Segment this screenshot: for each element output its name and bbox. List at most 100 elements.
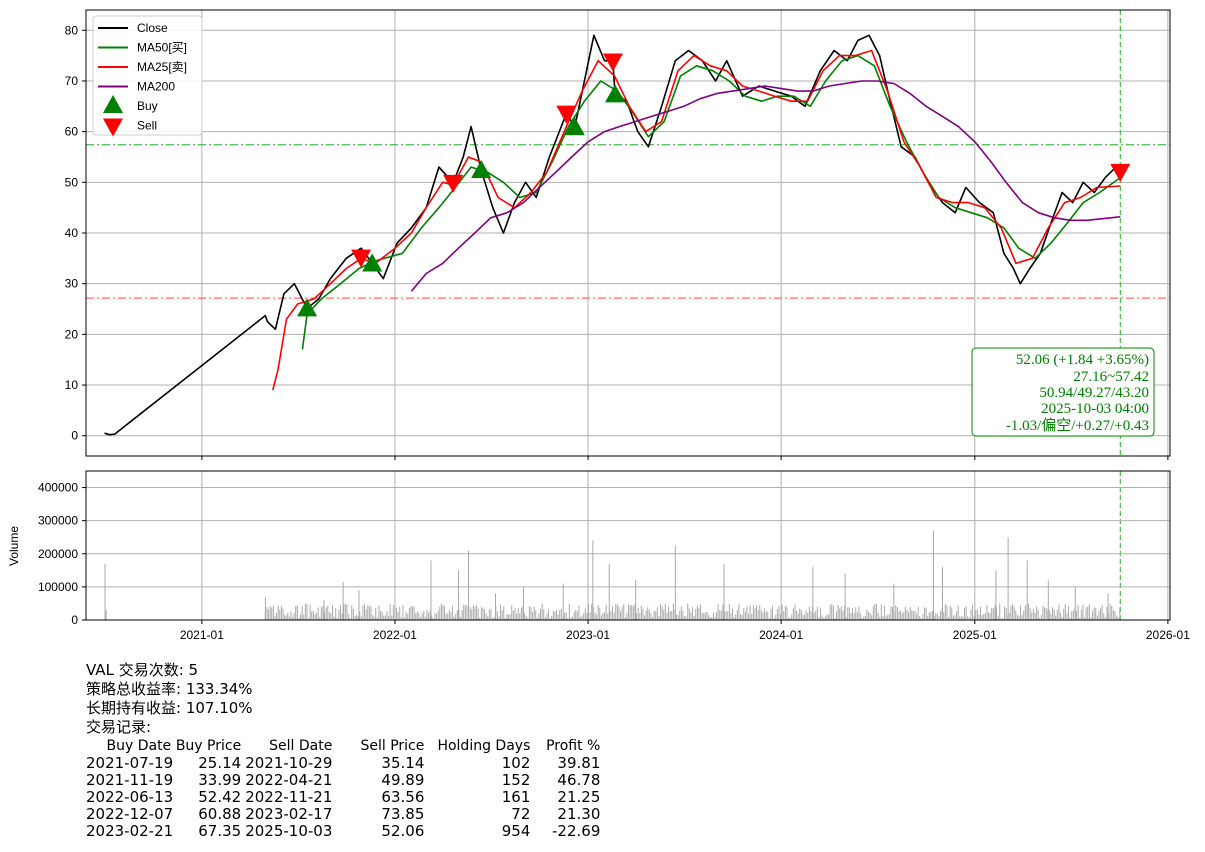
trade-cell: 39.81 xyxy=(557,754,601,772)
trade-cell: 2023-02-21 xyxy=(86,822,174,840)
price-panel: 0 10 20 30 40 50 60 70 80 Close MA50[买] MA25[卖] MA2… xyxy=(65,9,1171,460)
header-holding-days: Holding Days xyxy=(437,738,531,754)
trade-cell: 52.42 xyxy=(198,788,242,806)
legend-label: MA25[卖] xyxy=(137,60,187,74)
trade-row: 2023-02-21 67.35 2025-10-03 52.06 954 -22.69 xyxy=(86,823,600,840)
x-tick-label: 2022-01 xyxy=(373,628,417,642)
info-price: 52.06 (+1.84 +3.65%) xyxy=(1016,352,1149,368)
trade-row: 2022-06-13 52.42 2022-11-21 63.56 161 21.25 xyxy=(86,789,600,806)
y-tick-label: 80 xyxy=(65,23,79,37)
trade-cell: 2022-06-13 xyxy=(86,788,174,806)
trade-cell: 35.14 xyxy=(381,754,425,772)
trade-cell: 2021-07-19 xyxy=(86,754,174,772)
header-buy-date: Buy Date xyxy=(106,738,172,754)
buy-hold-return: 长期持有收益: 107.10% xyxy=(86,699,253,717)
buy-marker xyxy=(564,117,585,136)
trade-cell: 67.35 xyxy=(198,822,242,840)
header-sell-date: Sell Date xyxy=(269,738,333,754)
volume-tick-label: 300000 xyxy=(38,514,78,528)
trade-cell: 63.56 xyxy=(381,788,425,806)
trade-cell: 46.78 xyxy=(557,771,601,789)
volume-tick-label: 200000 xyxy=(38,547,78,561)
legend-label: Close xyxy=(137,21,168,35)
legend-label: MA200 xyxy=(137,80,175,94)
sell-marker xyxy=(556,105,577,124)
trade-cell: 2023-02-17 xyxy=(245,805,333,823)
y-tick-label: 60 xyxy=(65,125,79,139)
legend-label: Sell xyxy=(137,119,157,133)
volume-axis-label: Volume xyxy=(7,526,21,566)
trade-cell: 152 xyxy=(501,771,531,789)
sell-marker xyxy=(443,174,464,193)
trade-cell: 72 xyxy=(511,805,531,823)
x-tick-label: 2023-01 xyxy=(566,628,610,642)
trade-cell: 21.30 xyxy=(557,805,601,823)
info-datetime: 2025-10-03 04:00 xyxy=(1041,401,1149,417)
x-tick-label: 2021-01 xyxy=(180,628,224,642)
trade-cell: 2025-10-03 xyxy=(245,822,333,840)
trade-cell: 73.85 xyxy=(381,805,425,823)
series-line-ma200 xyxy=(410,80,1121,292)
stock-chart: 0 10 20 30 40 50 60 70 80 Close MA50[买] MA25[卖] MA2… xyxy=(7,9,1191,642)
trade-cell: 161 xyxy=(501,788,531,806)
legend-label: Buy xyxy=(137,99,158,113)
trade-cell: 52.06 xyxy=(381,822,425,840)
trade-cell: 21.25 xyxy=(557,788,601,806)
sell-marker xyxy=(602,53,623,72)
info-signal: -1.03/偏空/+0.27/+0.43 xyxy=(1006,417,1149,434)
trade-cell: 2021-11-19 xyxy=(86,771,174,789)
info-range: 27.16~57.42 xyxy=(1073,369,1149,385)
trade-cell: 2022-11-21 xyxy=(245,788,333,806)
trade-cell: 2021-10-29 xyxy=(245,754,333,772)
volume-tick-label: 100000 xyxy=(38,580,78,594)
legend-sell-marker xyxy=(103,118,123,137)
trade-cell: 60.88 xyxy=(198,805,242,823)
header-buy-price: Buy Price xyxy=(175,738,242,754)
trade-cell: 33.99 xyxy=(198,771,242,789)
y-tick-label: 50 xyxy=(65,175,79,189)
trade-cell: 25.14 xyxy=(198,754,242,772)
sell-marker xyxy=(1110,163,1131,182)
buy-marker xyxy=(605,84,626,103)
x-tick-label: 2026-01 xyxy=(1146,628,1190,642)
trade-cell: 954 xyxy=(501,822,531,840)
y-tick-label: 40 xyxy=(65,226,79,240)
volume-tick-label: 400000 xyxy=(38,481,78,495)
legend: Close MA50[买] MA25[卖] MA200 Buy Sell xyxy=(92,15,203,137)
series-line-ma25- xyxy=(272,49,1121,391)
volume-panel-frame xyxy=(85,470,1171,621)
series-line-ma50- xyxy=(301,54,1121,350)
trade-row: 2021-11-19 33.99 2022-04-21 49.89 152 46.78 xyxy=(86,772,600,789)
trade-count: VAL 交易次数: 5 xyxy=(86,661,199,679)
trade-record-heading: 交易记录: xyxy=(86,718,152,736)
y-tick-label: 10 xyxy=(65,378,79,392)
info-ma-values: 50.94/49.27/43.20 xyxy=(1039,385,1149,401)
buy-marker xyxy=(362,253,383,272)
x-tick-label: 2025-01 xyxy=(953,628,997,642)
sell-marker xyxy=(351,249,372,268)
trade-table-header: Buy Date Buy Price Sell Date Sell Price … xyxy=(86,737,601,755)
strategy-return: 策略总收益率: 133.34% xyxy=(86,680,253,698)
buy-marker xyxy=(297,298,318,317)
y-tick-label: 0 xyxy=(71,429,78,443)
trade-cell: -22.69 xyxy=(552,822,601,840)
trade-table: Buy Date Buy Price Sell Date Sell Price … xyxy=(86,737,600,840)
trade-cell: 49.89 xyxy=(381,771,425,789)
info-box: 52.06 (+1.84 +3.65%) 27.16~57.42 50.94/4… xyxy=(971,347,1155,437)
x-tick-label: 2024-01 xyxy=(759,628,803,642)
trade-row: 2022-12-07 60.88 2023-02-17 73.85 72 21.30 xyxy=(86,806,600,823)
buy-marker xyxy=(471,160,492,179)
backtest-summary: VAL 交易次数: 5 策略总收益率: 133.34% 长期持有收益: 107.… xyxy=(86,661,726,840)
header-sell-price: Sell Price xyxy=(360,738,425,754)
volume-panel: 0 100000 200000 300000 400000 2021-01 2022-01… xyxy=(7,470,1190,642)
legend-buy-marker xyxy=(103,95,123,113)
y-tick-label: 20 xyxy=(65,327,79,341)
trade-cell: 102 xyxy=(501,754,531,772)
y-tick-label: 30 xyxy=(65,277,79,291)
y-tick-label: 70 xyxy=(65,74,79,88)
volume-tick-label: 0 xyxy=(71,613,78,627)
trade-cell: 2022-12-07 xyxy=(86,805,174,823)
header-profit: Profit % xyxy=(546,738,601,754)
trade-cell: 2022-04-21 xyxy=(245,771,333,789)
trade-row: 2021-07-19 25.14 2021-10-29 35.14 102 39.81 xyxy=(86,755,600,772)
